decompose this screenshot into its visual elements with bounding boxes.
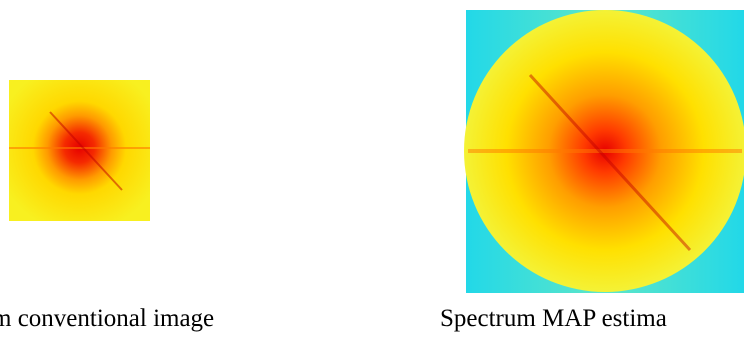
spectrum-streak — [49, 111, 123, 191]
caption: Spectrum MAP estima — [440, 305, 667, 332]
spectrum-image — [9, 80, 150, 221]
left-spectrum — [9, 80, 150, 221]
right-spectrum — [464, 10, 744, 293]
caption: m conventional image — [0, 305, 214, 332]
spectrum-streak — [528, 73, 692, 252]
